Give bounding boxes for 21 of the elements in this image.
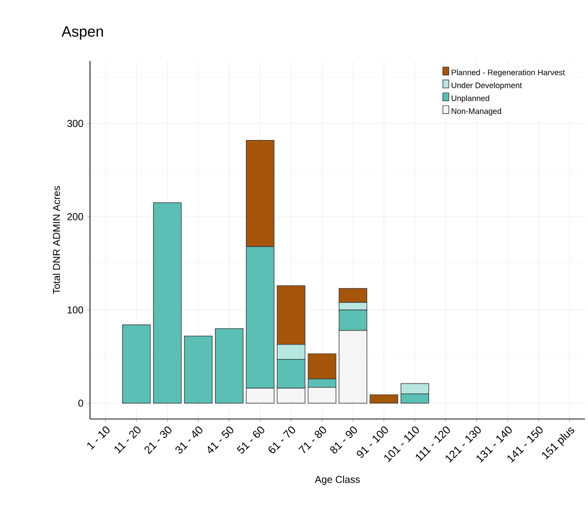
bar: [122, 324, 151, 404]
x-tick-label: 41 - 50: [208, 426, 234, 454]
x-tick-label: 71 - 80: [298, 426, 326, 454]
y-tick-label: 100: [68, 306, 84, 314]
x-tick-label: 11 - 20: [114, 426, 140, 454]
bar: [215, 328, 244, 404]
x-tick-label: 81 - 90: [330, 426, 358, 454]
x-tick-label: 61 - 70: [268, 426, 296, 454]
y-tick-label: 300: [67, 120, 84, 127]
bar: [153, 202, 182, 404]
x-axis-title: Age Class: [314, 476, 360, 485]
x-tick-label: 31 - 40: [175, 426, 202, 454]
x-tick-label: 21 - 30: [144, 426, 172, 454]
y-axis-title: Total DNR ADMIN Acres: [52, 186, 60, 294]
y-tick-label: 200: [67, 213, 84, 220]
x-tick-label: 1 - 10: [87, 426, 110, 450]
bar: [370, 394, 398, 404]
y-tick-label: 0: [78, 400, 84, 407]
x-tick-label: 51 - 60: [236, 426, 264, 454]
chart-title: Aspen: [62, 26, 103, 40]
bar: [184, 336, 213, 404]
